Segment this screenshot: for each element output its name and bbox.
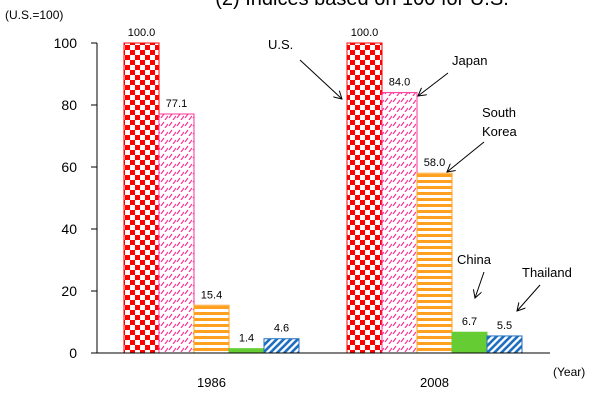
y-tick-label: 60 — [61, 159, 77, 175]
callout-china-arrow — [475, 271, 485, 298]
bar-thailand-1986 — [263, 338, 300, 354]
data-label-thailand-1986: 4.6 — [274, 323, 289, 335]
bar-japan-1986 — [158, 113, 195, 354]
data-label-south-korea-2008: 58.0 — [424, 157, 445, 169]
callout-korea-line2: Korea — [482, 124, 517, 139]
data-label-japan-1986: 77.1 — [166, 98, 187, 110]
x-axis-tick-labels: 1986 2008 — [197, 375, 449, 390]
data-label-thailand-2008: 5.5 — [497, 320, 512, 332]
bar-china-2008 — [451, 331, 488, 354]
y-tick-label: 80 — [61, 97, 77, 113]
bar-series — [123, 42, 523, 354]
y-axis-label: (U.S.=100) — [5, 8, 63, 22]
data-label-south-korea-1986: 15.4 — [201, 289, 222, 301]
x-tick-label: 2008 — [420, 375, 449, 390]
data-label-u-s-1986: 100.0 — [128, 27, 156, 39]
chart-title: (2) Indices based on 100 for U.S. — [215, 0, 509, 10]
x-axis-label: (Year) — [553, 365, 585, 379]
y-axis-ticks: 0 20 40 60 80 100 — [54, 35, 97, 361]
callout-japan: Japan — [452, 53, 487, 68]
callout-korea-line1: South — [482, 105, 516, 120]
data-label-japan-2008: 84.0 — [389, 77, 410, 89]
y-tick-label: 20 — [61, 283, 77, 299]
callout-china: China — [457, 252, 492, 267]
bar-u-s-2008 — [346, 42, 383, 354]
data-label-china-1986: 1.4 — [239, 333, 254, 345]
y-tick-label: 100 — [54, 35, 78, 51]
bar-south-korea-2008 — [416, 172, 453, 354]
callout-us: U.S. — [268, 37, 293, 52]
bar-south-korea-1986 — [193, 304, 230, 354]
bar-japan-2008 — [381, 92, 418, 354]
y-tick-label: 40 — [61, 221, 77, 237]
callout-japan-arrow — [418, 72, 449, 96]
y-tick-label: 0 — [69, 345, 77, 361]
data-labels: 100.0 100.0 77.1 84.0 15.4 58.0 1.4 6.7 4.6 5.5 — [128, 27, 512, 345]
data-label-u-s-2008: 100.0 — [351, 27, 379, 39]
data-label-china-2008: 6.7 — [462, 316, 477, 328]
bar-u-s-1986 — [123, 42, 160, 354]
x-tick-label: 1986 — [197, 375, 226, 390]
bar-thailand-2008 — [486, 335, 523, 354]
callout-us-arrow — [299, 59, 342, 99]
bar-china-1986 — [228, 348, 265, 354]
callout-thailand-arrow — [517, 284, 541, 311]
callout-korea-arrow — [447, 141, 485, 172]
callout-thailand: Thailand — [522, 265, 572, 280]
